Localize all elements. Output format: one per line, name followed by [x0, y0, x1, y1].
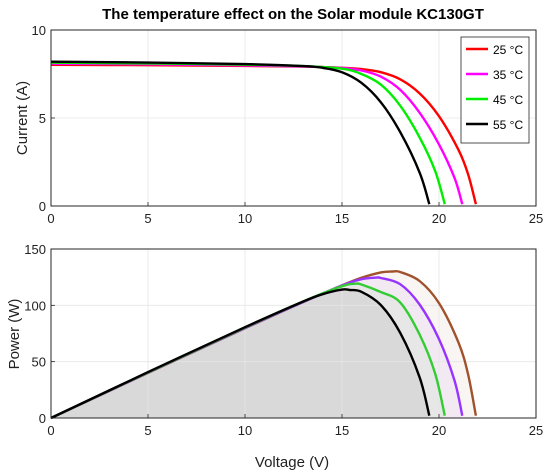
x-tick-label: 25 — [529, 423, 543, 438]
chart-title: The temperature effect on the Solar modu… — [102, 6, 484, 23]
plot-frame — [50, 248, 537, 419]
x-tick-label: 5 — [144, 211, 151, 226]
y-tick-label: 50 — [32, 355, 46, 370]
plot-series — [50, 269, 478, 420]
series-area — [51, 271, 476, 418]
y-tick-label: 150 — [24, 242, 46, 257]
legend: 25 °C 35 °C 45 °C 55 °C — [460, 36, 530, 144]
x-tick-label: 0 — [47, 423, 54, 438]
y-tick-label: 100 — [24, 298, 46, 313]
y-axis-label: Current (A) — [14, 81, 31, 155]
y-axis-label: Power (W) — [6, 299, 23, 370]
axis-ticks: 0 5 10 15 20 25 0 5 10 — [32, 23, 544, 226]
x-tick-label: 20 — [432, 423, 446, 438]
x-tick-label: 25 — [529, 211, 543, 226]
x-tick-label: 15 — [335, 211, 349, 226]
y-tick-label: 5 — [39, 111, 46, 126]
area-fill — [51, 271, 476, 418]
series-line — [50, 60, 431, 205]
y-tick-label: 0 — [39, 199, 46, 214]
x-tick-label: 5 — [144, 423, 151, 438]
legend-label: 55 °C — [493, 118, 523, 132]
legend-label: 35 °C — [493, 68, 523, 82]
series-area — [51, 289, 430, 418]
series-area — [51, 277, 463, 418]
legend-label: 25 °C — [493, 43, 523, 57]
y-tick-label: 10 — [32, 23, 46, 38]
x-tick-label: 20 — [432, 211, 446, 226]
series-line — [50, 288, 431, 420]
current-voltage-chart: The temperature effect on the Solar modu… — [14, 6, 543, 226]
power-voltage-chart: 0 5 10 15 20 25 0 50 100 150 Power (W) Voltage (V… — [6, 242, 543, 471]
legend-box — [460, 36, 530, 144]
x-tick-label: 10 — [238, 211, 252, 226]
x-tick-label: 15 — [335, 423, 349, 438]
legend-label: 45 °C — [493, 93, 523, 107]
axis-ticks: 0 5 10 15 20 25 0 50 100 150 — [24, 242, 543, 438]
plot-series — [50, 60, 478, 205]
x-axis-label: Voltage (V) — [255, 454, 329, 471]
y-tick-label: 0 — [39, 411, 46, 426]
x-tick-label: 0 — [47, 211, 54, 226]
x-tick-label: 10 — [238, 423, 252, 438]
series-area — [51, 283, 445, 418]
